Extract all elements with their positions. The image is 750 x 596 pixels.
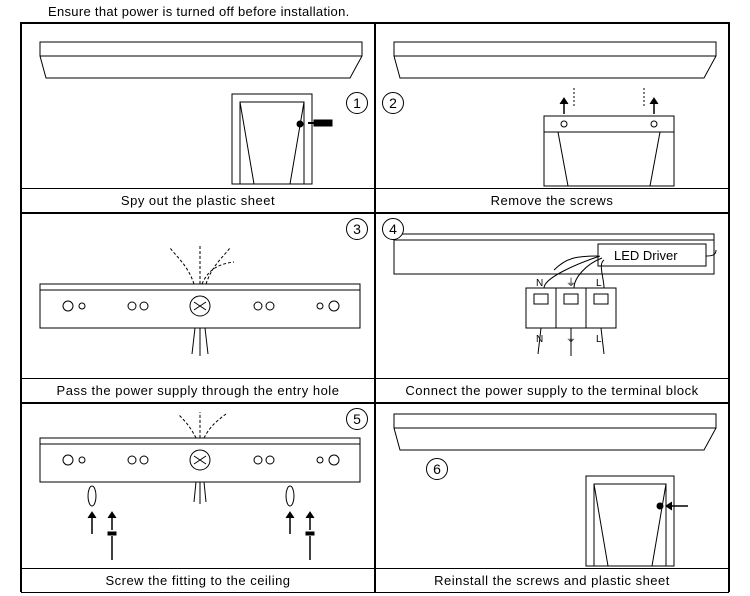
- step-3-cell: 3: [21, 213, 375, 403]
- step-6-illustration: [376, 404, 729, 572]
- step-1-cell: 1: [21, 23, 375, 213]
- installation-diagram: Ensure that power is turned off before i…: [0, 0, 750, 596]
- step-6-cell: 6 Reinstall the screws and plastic: [375, 403, 729, 593]
- svg-text:N: N: [536, 278, 543, 289]
- step-6-caption: Reinstall the screws and plastic sheet: [376, 568, 728, 592]
- step-3-caption: Pass the power supply through the entry …: [22, 378, 374, 402]
- step-4-cell: 4 LED Driver: [375, 213, 729, 403]
- step-1-caption: Spy out the plastic sheet: [22, 188, 374, 212]
- steps-grid: 1: [21, 23, 729, 591]
- step-1-illustration: [22, 24, 375, 192]
- step-4-number: 4: [382, 218, 404, 240]
- step-5-cell: 5: [21, 403, 375, 593]
- step-3-illustration: [22, 214, 375, 382]
- svg-text:L: L: [596, 334, 602, 345]
- step-5-illustration: [22, 404, 375, 572]
- step-6-number: 6: [426, 458, 448, 480]
- step-4-caption: Connect the power supply to the terminal…: [376, 378, 728, 402]
- step-1-number: 1: [346, 92, 368, 114]
- step-2-caption: Remove the screws: [376, 188, 728, 212]
- header-warning: Ensure that power is turned off before i…: [48, 4, 350, 19]
- step-5-number: 5: [346, 408, 368, 430]
- step-4-illustration: LED Driver N ⏚: [376, 214, 729, 382]
- led-driver-label: LED Driver: [614, 248, 678, 263]
- step-3-number: 3: [346, 218, 368, 240]
- diagram-border: 1: [20, 22, 730, 592]
- svg-text:L: L: [596, 278, 602, 289]
- step-5-caption: Screw the fitting to the ceiling: [22, 568, 374, 592]
- step-2-illustration: [376, 24, 729, 192]
- step-2-number: 2: [382, 92, 404, 114]
- step-2-cell: 2: [375, 23, 729, 213]
